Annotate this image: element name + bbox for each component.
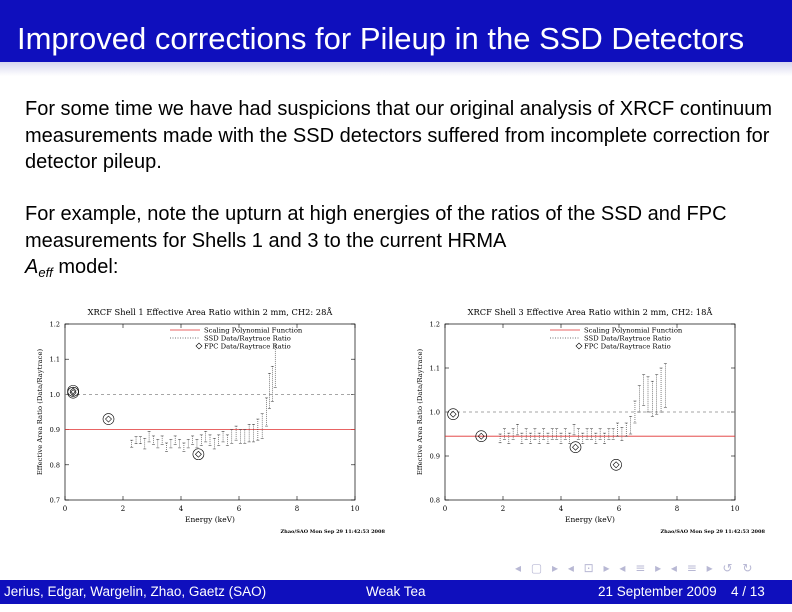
x-tick-label: 2 [121,505,125,513]
fpc-point-diamond [69,389,77,397]
intro-paragraph: For some time we have had suspicions tha… [25,98,773,173]
x-tick-label: 8 [295,505,299,513]
legend-fit-label: Scaling Polynomial Function [584,327,683,335]
beamer-navigation-icons[interactable]: ◂ ▢ ▸ ◂ ⊡ ▸ ◂ ≡ ▸ ◂ ≡ ▸ ↺ ↻ [515,561,756,575]
x-tick-label: 10 [351,505,360,513]
aeff-symbol: Aeff [25,256,53,280]
slide-title: Improved corrections for Pileup in the S… [17,21,745,56]
plot-frame [64,323,356,501]
fpc-point-diamond [105,415,112,423]
x-tick-label: 2 [501,505,505,513]
y-tick-label: 1.1 [50,356,60,364]
y-tick-label: 0.9 [430,453,440,461]
aeff-suffix: model: [58,256,119,278]
y-tick-label: 0.7 [50,497,60,505]
fpc-point-diamond [612,461,620,469]
title-banner: Improved corrections for Pileup in the S… [0,0,792,62]
fpc-point-circle [192,448,205,461]
x-axis-label: Energy (keV) [565,515,615,524]
chart-title: XRCF Shell 3 Effective Area Ratio within… [468,306,714,317]
x-tick-label: 0 [443,505,447,513]
legend-fpc-label: FPC Data/Raytrace Ratio [204,343,291,351]
x-tick-label: 10 [731,505,740,513]
x-axis-label: Energy (keV) [185,515,235,524]
fpc-point-circle [569,441,582,453]
legend-ssd-label: SSD Data/Raytrace Ratio [204,335,291,343]
y-tick-label: 1.2 [50,321,60,329]
x-tick-label: 6 [617,505,622,513]
chart-title: XRCF Shell 1 Effective Area Ratio within… [88,306,334,317]
banner-shadow [0,62,792,76]
shell1-chart-svg: XRCF Shell 1 Effective Area Ratio within… [36,306,386,535]
shell1-ratio-chart: XRCF Shell 1 Effective Area Ratio within… [30,300,400,540]
x-tick-label: 8 [675,505,679,513]
y-axis-label: Effective Area Ratio (Data/Raytrace) [416,348,424,475]
x-tick-label: 4 [179,505,184,513]
y-tick-label: 1.0 [50,391,60,399]
fpc-point-circle [447,408,459,420]
footer-talk-title: Weak Tea [366,584,426,599]
y-tick-label: 1.1 [430,365,440,373]
fpc-point-circle [67,386,79,399]
x-tick-label: 0 [63,505,67,513]
y-tick-label: 1.2 [430,321,440,329]
legend-fit-label: Scaling Polynomial Function [204,327,303,335]
example-text: For example, note the upturn at high ene… [25,203,727,252]
shell3-ratio-chart: XRCF Shell 3 Effective Area Ratio within… [410,300,780,540]
legend-fpc-diamond [575,342,583,350]
x-tick-label: 6 [237,505,242,513]
legend-ssd-label: SSD Data/Raytrace Ratio [584,335,671,343]
fpc-point-diamond [69,387,77,395]
y-tick-label: 0.9 [50,426,60,434]
y-axis-label: Effective Area Ratio (Data/Raytrace) [36,348,44,475]
y-tick-label: 0.8 [50,461,60,469]
y-tick-label: 1.0 [430,409,440,417]
fpc-point-diamond [572,443,579,451]
shell3-chart-svg: XRCF Shell 3 Effective Area Ratio within… [416,306,766,535]
legend-fpc-diamond [195,342,203,350]
fpc-point-circle [475,430,488,442]
fpc-point-diamond [477,432,485,440]
fpc-point-diamond [449,410,457,418]
fpc-point-circle [102,413,115,425]
y-tick-label: 0.8 [430,497,440,505]
legend-fpc-label: FPC Data/Raytrace Ratio [584,343,671,351]
footer-date: 21 September 2009 [598,584,717,599]
x-tick-label: 4 [559,505,564,513]
fpc-point-circle [610,459,622,471]
footer-bar: Jerius, Edgar, Wargelin, Zhao, Gaetz (SA… [0,580,792,604]
plot-stamp: Zhao/SAO Mon Sep 29 11:42:53 2008 [281,529,386,535]
footer-page-number: 4 / 13 [731,584,765,599]
plot-stamp: Zhao/SAO Mon Sep 29 11:42:53 2008 [661,529,766,535]
fpc-point-diamond [194,450,202,458]
example-paragraph: For example, note the upturn at high ene… [25,201,775,287]
footer-authors: Jerius, Edgar, Wargelin, Zhao, Gaetz (SA… [4,584,267,599]
